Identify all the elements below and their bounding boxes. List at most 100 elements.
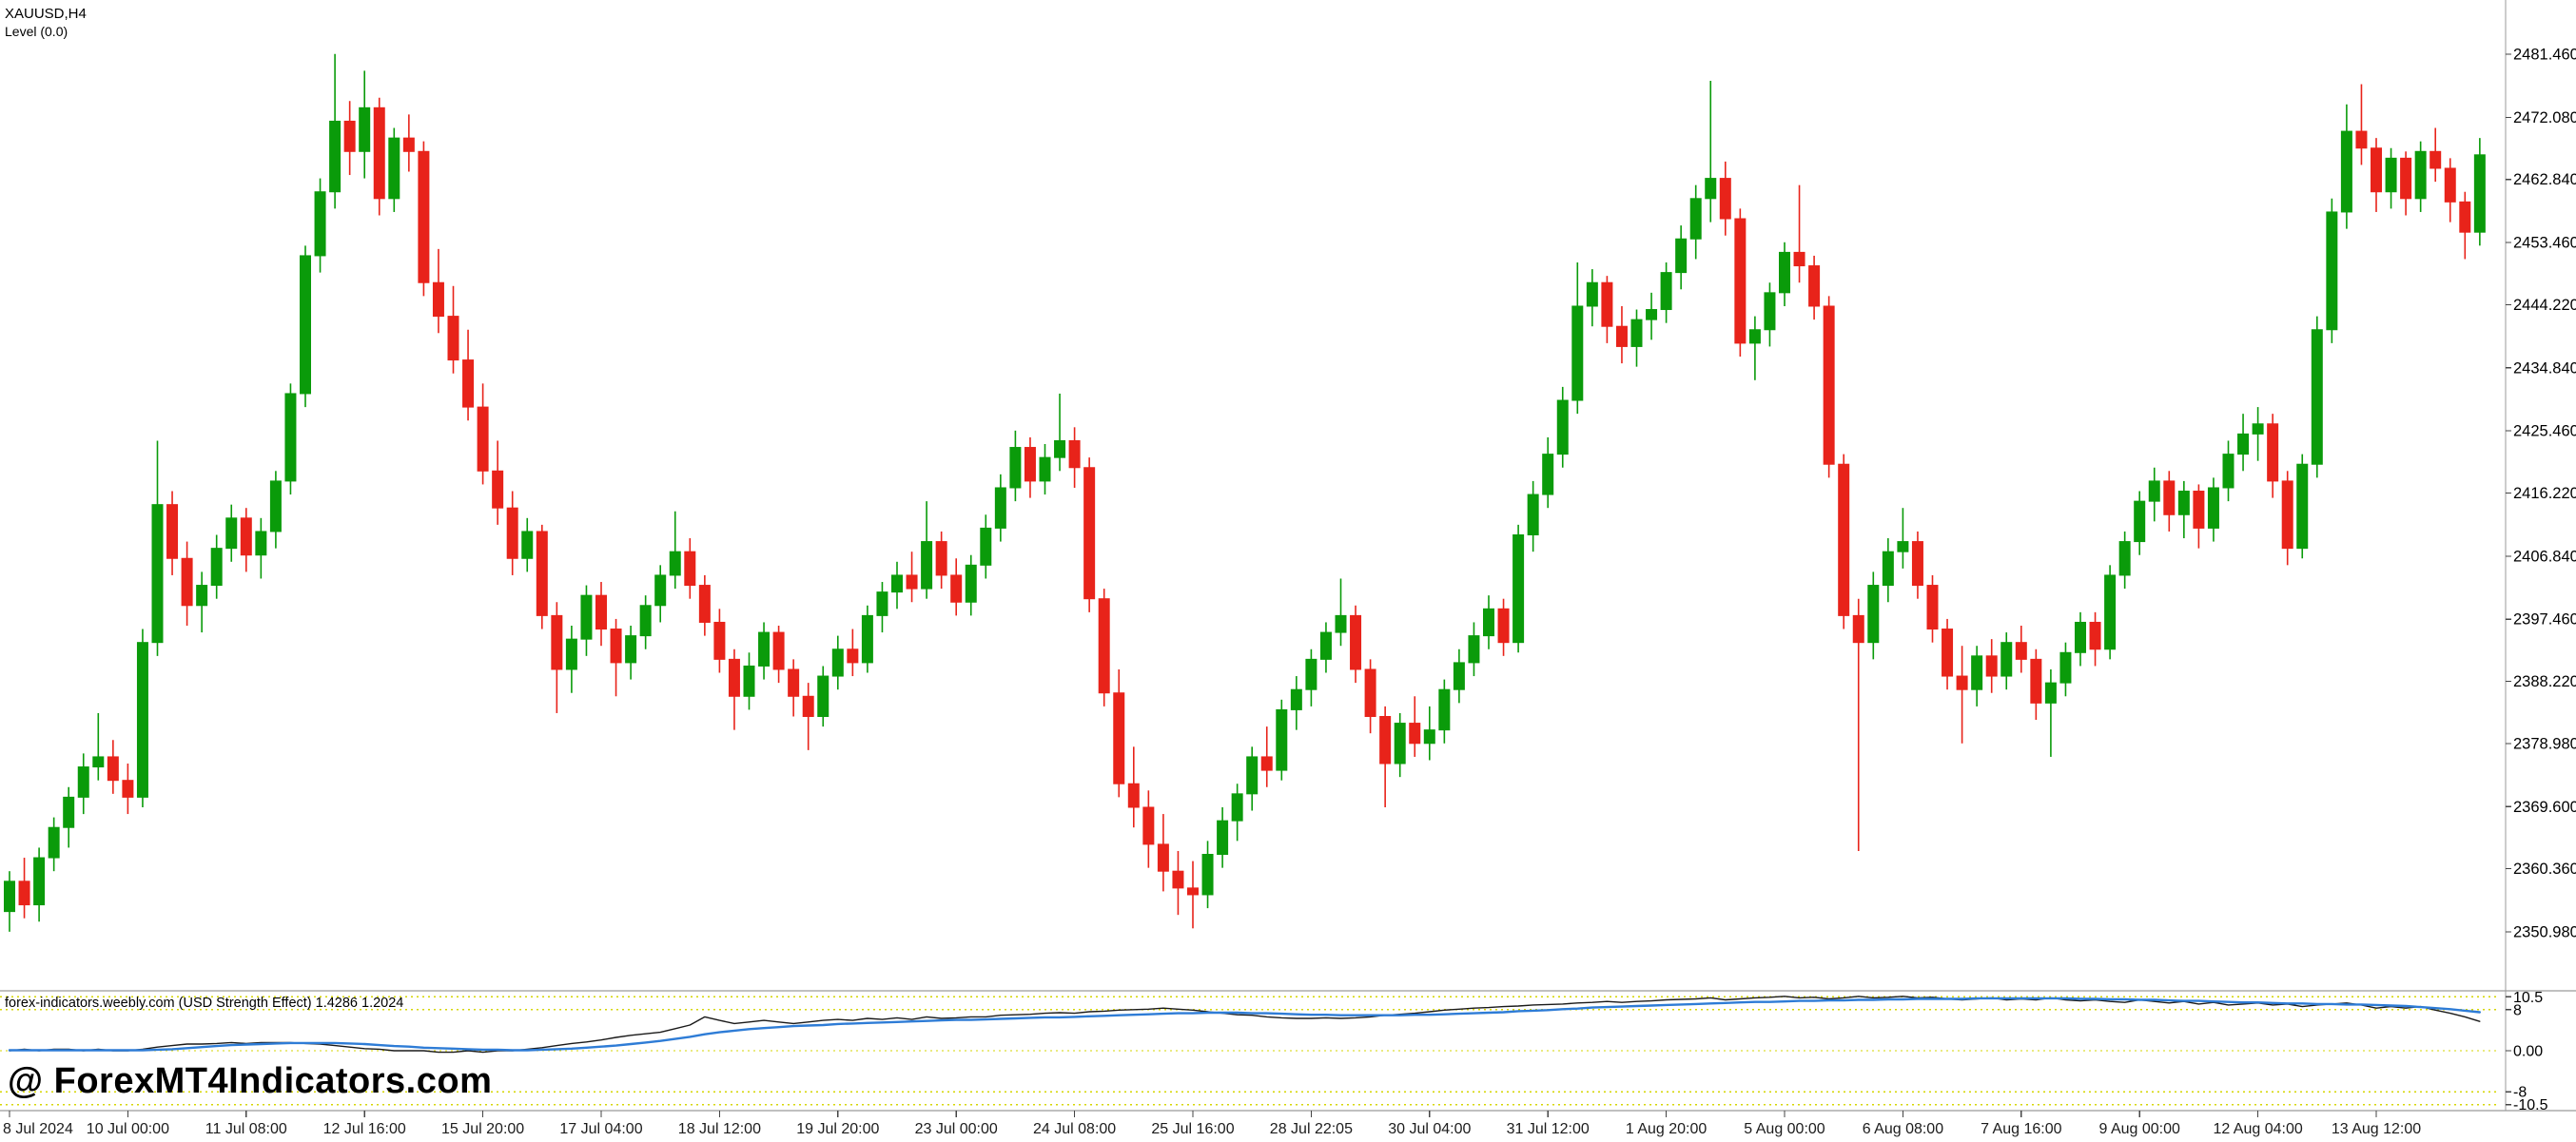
candle-body bbox=[269, 480, 282, 532]
candle-body bbox=[713, 621, 726, 660]
candle bbox=[2148, 467, 2160, 522]
candle bbox=[698, 574, 711, 636]
candle bbox=[2207, 477, 2219, 542]
candle-body bbox=[728, 658, 740, 697]
candle bbox=[1305, 648, 1317, 706]
candle-body bbox=[2089, 621, 2101, 650]
time-axis-label: 12 Jul 16:00 bbox=[323, 1121, 406, 1137]
candle bbox=[122, 764, 134, 815]
time-axis-label: 11 Jul 08:00 bbox=[205, 1121, 287, 1137]
candle-body bbox=[669, 551, 681, 576]
candle-body bbox=[2000, 642, 2013, 677]
candle bbox=[1646, 292, 1658, 340]
candle-body bbox=[521, 531, 534, 559]
candle bbox=[758, 622, 771, 680]
candle bbox=[1009, 430, 1022, 502]
candle-body bbox=[255, 531, 267, 556]
candle bbox=[1808, 255, 1821, 320]
candle-body bbox=[1956, 675, 1968, 690]
candle bbox=[1054, 393, 1066, 472]
candle bbox=[1926, 574, 1939, 643]
time-axis-label: 8 Jul 2024 bbox=[3, 1121, 73, 1137]
candle-body bbox=[536, 531, 548, 616]
candle-body bbox=[373, 106, 385, 200]
candle bbox=[1319, 622, 1332, 673]
candle-body bbox=[891, 574, 903, 593]
candle-body bbox=[1542, 454, 1554, 495]
candle bbox=[2044, 668, 2057, 757]
price-axis-label: 2481.460 bbox=[2513, 47, 2576, 64]
candle-body bbox=[329, 120, 342, 193]
candle bbox=[284, 383, 297, 495]
candle bbox=[1911, 531, 1923, 599]
time-axis-label: 17 Jul 04:00 bbox=[559, 1121, 642, 1137]
price-axis-label: 2360.360 bbox=[2513, 861, 2576, 878]
candle-body bbox=[2473, 154, 2486, 233]
candle bbox=[2075, 611, 2086, 667]
candle bbox=[1083, 457, 1096, 612]
candle bbox=[1217, 806, 1229, 868]
price-axis-label: 2472.080 bbox=[2513, 109, 2576, 126]
candle bbox=[2000, 632, 2013, 690]
candle-body bbox=[1157, 843, 1169, 872]
candle bbox=[2430, 127, 2442, 183]
candle bbox=[388, 127, 400, 212]
price-axis[interactable]: 2481.460 2472.080 2462.840 2453.460 2444.220… bbox=[2506, 47, 2576, 1114]
candle bbox=[950, 558, 963, 616]
candle-body bbox=[1897, 541, 1909, 552]
candle bbox=[343, 101, 356, 176]
candle-body bbox=[402, 137, 415, 152]
candle bbox=[1779, 242, 1790, 306]
candle-body bbox=[1942, 629, 1954, 677]
candle-body bbox=[210, 548, 223, 587]
indicator-axis-label: -10.5 bbox=[2513, 1097, 2548, 1113]
candle-body bbox=[2414, 150, 2427, 200]
candle bbox=[210, 534, 223, 599]
candle bbox=[2030, 648, 2042, 721]
candle bbox=[447, 285, 459, 374]
candle-body bbox=[1601, 281, 1613, 327]
candle bbox=[506, 491, 518, 575]
candle-body bbox=[1024, 447, 1036, 482]
candle bbox=[847, 629, 859, 677]
candle-body bbox=[432, 281, 444, 318]
candle-body bbox=[2177, 491, 2190, 515]
indicator-axis-label: -8 bbox=[2513, 1085, 2527, 1101]
candle bbox=[743, 652, 755, 710]
candle bbox=[1556, 386, 1569, 468]
candle bbox=[1335, 578, 1347, 647]
candle-body bbox=[1098, 598, 1110, 694]
candle-body bbox=[551, 614, 563, 670]
candle bbox=[1882, 538, 1894, 603]
candle bbox=[1897, 508, 1909, 569]
candle-body bbox=[1319, 631, 1332, 660]
candle bbox=[1748, 316, 1761, 380]
candle-body bbox=[625, 635, 637, 664]
candle-body bbox=[48, 826, 60, 859]
candle-body bbox=[1571, 305, 1584, 401]
candle bbox=[1468, 622, 1480, 677]
candle-body bbox=[418, 150, 430, 283]
candle bbox=[1276, 699, 1288, 781]
candle bbox=[1409, 696, 1421, 757]
candle-body bbox=[1779, 251, 1790, 294]
candle-body bbox=[2371, 147, 2382, 193]
time-axis-label: 7 Aug 16:00 bbox=[1981, 1121, 2062, 1137]
candle-body bbox=[1379, 715, 1392, 765]
candle-body bbox=[2104, 574, 2117, 650]
candle bbox=[1364, 659, 1376, 734]
candle bbox=[329, 53, 342, 209]
time-axis[interactable]: 8 Jul 2024 10 Jul 00:00 11 Jul 08:00 12 Jul… bbox=[3, 1111, 2421, 1137]
candle-body bbox=[2340, 130, 2352, 213]
indicator-title: forex-indicators.weebly.com (USD Strengt… bbox=[5, 996, 404, 1011]
candle-body bbox=[876, 591, 888, 616]
candle-body bbox=[1246, 756, 1259, 795]
candle-body bbox=[2015, 642, 2027, 660]
candle bbox=[240, 508, 252, 572]
indicator-line-usd_strength_ma bbox=[8, 997, 2482, 1052]
candle-body bbox=[1675, 238, 1688, 274]
candle-body bbox=[1231, 793, 1243, 822]
candle bbox=[2459, 191, 2471, 260]
candle bbox=[1985, 639, 1998, 693]
